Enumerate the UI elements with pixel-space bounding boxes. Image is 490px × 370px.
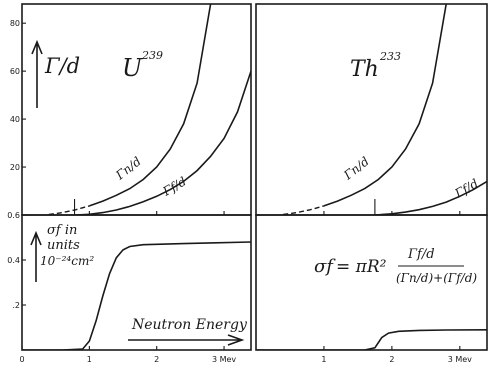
x-tick-label: 1 bbox=[87, 355, 92, 364]
panel-title-u-superscript: 239 bbox=[141, 49, 163, 62]
series-line-dashed bbox=[283, 205, 325, 215]
panel-bottom-right: 1 2 3 Mev bbox=[256, 329, 487, 364]
series-line-1 bbox=[22, 241, 251, 350]
series-label-gamma-f: Γf/d bbox=[160, 174, 189, 199]
panel-top-right bbox=[283, 4, 487, 215]
ylabel-line-3: 10⁻²⁴cm² bbox=[40, 254, 94, 268]
formula-numerator: Γf/d bbox=[407, 247, 435, 262]
x-tick-label: 2 bbox=[389, 355, 394, 364]
y-tick-label: 40 bbox=[10, 115, 20, 124]
series-line-2 bbox=[374, 180, 487, 215]
panel-bottom-left-frame bbox=[21, 214, 252, 351]
panel-title-th-superscript: 233 bbox=[379, 50, 401, 63]
formula-denominator: (Γn/d)+(Γf/d) bbox=[396, 271, 477, 285]
x-tick-label: 3 Mev bbox=[448, 355, 472, 364]
panel-top-left: 20 40 60 80 bbox=[10, 4, 251, 215]
series-line-2 bbox=[75, 70, 251, 215]
x-tick-label: 1 bbox=[321, 355, 326, 364]
series-label-gamma-n-th: Γn/d bbox=[340, 154, 372, 183]
x-tick-label: 2 bbox=[154, 355, 159, 364]
panel-title-th: Th bbox=[350, 57, 379, 82]
x-tick-label: 3 Mev bbox=[212, 355, 236, 364]
y-tick-label: .2 bbox=[12, 301, 20, 310]
y-tick-label: 20 bbox=[10, 163, 20, 172]
x-tick-label: 0 bbox=[19, 355, 24, 364]
series-line-1 bbox=[256, 329, 487, 350]
ylabel-arrow-sigma bbox=[30, 230, 42, 282]
x-axis-annotation-arrow bbox=[128, 334, 245, 346]
ylabel: Γ/d bbox=[44, 54, 80, 78]
series-line-dashed bbox=[48, 205, 90, 215]
ylabel-arrow bbox=[31, 39, 43, 108]
y-tick-label: 0.4 bbox=[7, 256, 20, 265]
panel-bottom-right-frame bbox=[255, 214, 488, 351]
series-label-gamma-n: Γn/d bbox=[112, 154, 144, 183]
y-tick-label: 0.6 bbox=[7, 211, 20, 220]
formula-lhs: σf bbox=[314, 256, 336, 277]
x-axis-annotation: Neutron Energy bbox=[131, 317, 248, 333]
series-line-1 bbox=[89, 4, 212, 207]
ylabel-line-2: units bbox=[47, 238, 80, 253]
panel-bottom-left: 0 1 2 3 Mev .2 0.4 0.6 bbox=[7, 211, 251, 364]
y-tick-label: 80 bbox=[10, 19, 20, 28]
ylabel-line-1: σf in bbox=[47, 223, 77, 238]
series-line-1 bbox=[323, 4, 447, 207]
formula-middle: = πR² bbox=[336, 257, 387, 277]
panel-title-u: U bbox=[122, 54, 143, 82]
y-tick-label: 60 bbox=[10, 67, 20, 76]
